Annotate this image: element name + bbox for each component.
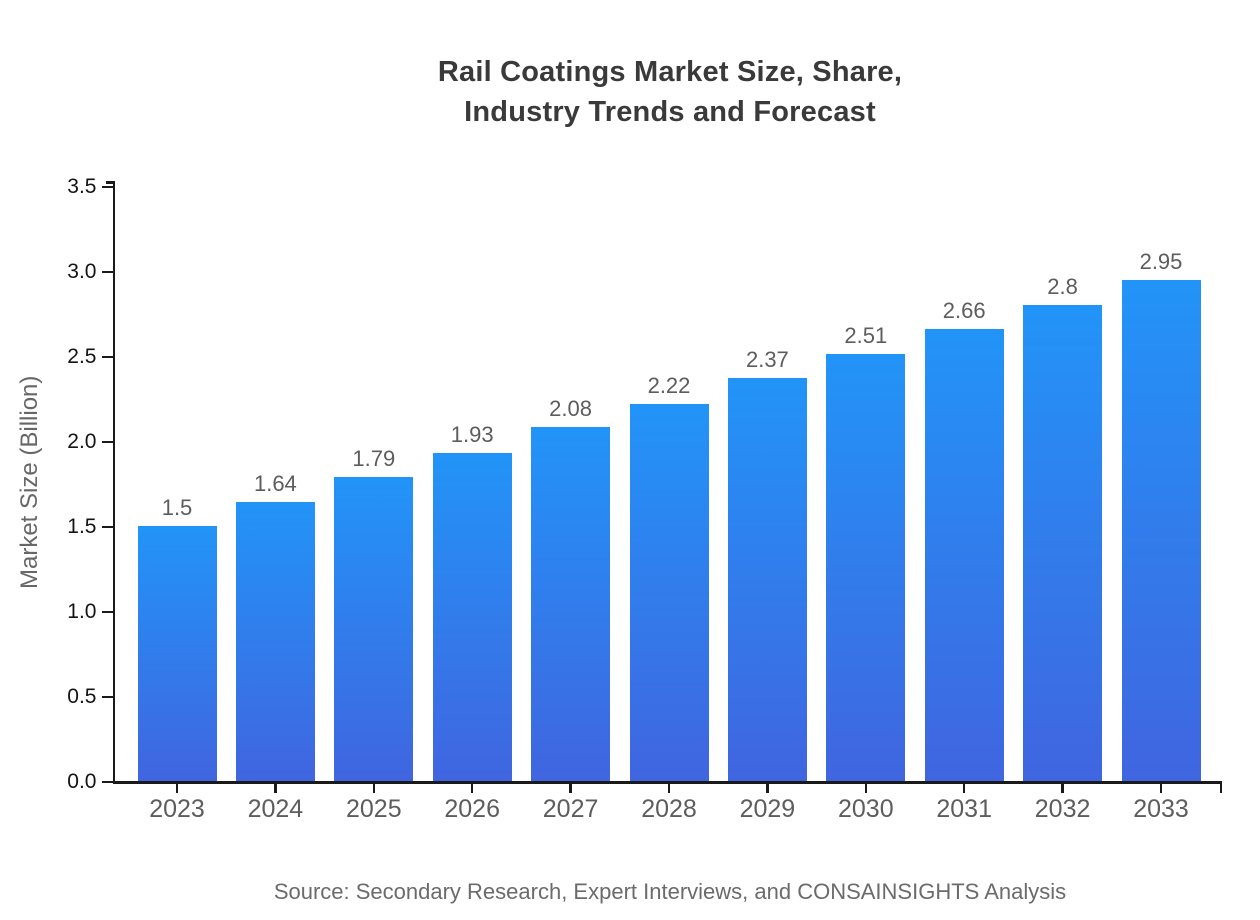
x-tick-label: 2033: [1133, 795, 1189, 823]
chart-title-line2: Industry Trends and Forecast: [464, 96, 876, 128]
x-axis-tick: [962, 783, 966, 793]
x-axis-end-cap: [1219, 783, 1222, 793]
x-axis-tick: [175, 783, 179, 793]
bar-value-label: 2.51: [844, 323, 888, 349]
bar: [334, 476, 414, 781]
bar-value-label: 2.08: [549, 396, 592, 422]
x-axis-tick: [274, 783, 277, 793]
bar-value-label: 2.66: [942, 297, 986, 323]
y-tick-label: 0.0: [67, 770, 97, 793]
x-axis-tick: [372, 783, 376, 793]
x-tick-label: 2024: [247, 795, 304, 823]
y-tick-label: 2.0: [67, 430, 97, 453]
y-axis-tick: [101, 610, 113, 614]
bar-value-label: 2.95: [1139, 248, 1183, 274]
bar-value-label: 2.22: [647, 372, 691, 398]
bar-value-label: 1.79: [352, 445, 396, 471]
source-note: Source: Secondary Research, Expert Inter…: [273, 879, 1067, 904]
y-tick-label: 1.0: [67, 600, 97, 623]
bar-value-label: 1.5: [161, 495, 193, 520]
x-axis-tick: [864, 783, 868, 793]
y-axis-end-cap: [106, 181, 115, 184]
x-axis-tick: [766, 783, 769, 793]
y-tick-label: 3.5: [67, 175, 97, 198]
y-axis-tick: [101, 780, 113, 784]
bar: [1121, 279, 1201, 781]
bar: [629, 403, 709, 781]
x-tick-label: 2030: [837, 795, 894, 823]
chart-title-line1: Rail Coatings Market Size, Share,: [437, 56, 903, 88]
bar: [531, 427, 611, 781]
bar: [924, 328, 1004, 781]
x-tick-label: 2026: [444, 795, 500, 823]
bar: [727, 378, 807, 781]
y-axis-tick: [101, 270, 113, 274]
x-tick-label: 2029: [739, 795, 796, 823]
x-tick-label: 2031: [936, 795, 992, 823]
x-axis-tick: [569, 783, 572, 793]
x-axis-tick: [1159, 783, 1163, 793]
bar-value-label: 2.37: [745, 347, 789, 373]
bar: [826, 354, 906, 781]
x-axis-tick: [470, 783, 474, 793]
bar: [1023, 305, 1103, 781]
x-axis-tick: [1061, 783, 1064, 793]
y-axis-tick: [101, 440, 113, 444]
y-axis-tick: [101, 695, 113, 699]
bar-value-label: 2.8: [1047, 274, 1078, 299]
bar: [137, 526, 217, 781]
bar-value-label: 1.93: [450, 421, 494, 447]
x-tick-label: 2023: [149, 795, 205, 823]
y-axis-tick: [101, 525, 113, 529]
y-tick-label: 1.5: [67, 515, 97, 538]
chart-title: Rail Coatings Market Size, Share, Indust…: [80, 52, 1260, 132]
y-axis-line: [112, 181, 115, 784]
x-tick-label: 2027: [542, 795, 599, 823]
x-tick-label: 2032: [1034, 795, 1091, 823]
bar: [432, 452, 512, 781]
x-tick-label: 2028: [641, 795, 697, 823]
y-axis-tick: [101, 355, 113, 359]
y-tick-label: 0.5: [67, 685, 97, 708]
x-axis-line: [112, 781, 1222, 784]
bar-value-label: 1.64: [253, 471, 297, 497]
y-tick-label: 2.5: [67, 345, 97, 368]
x-tick-label: 2025: [345, 795, 402, 823]
bar: [235, 502, 315, 781]
y-axis-tick: [101, 185, 113, 189]
x-axis-tick: [667, 783, 671, 793]
y-tick-label: 3.0: [67, 260, 97, 283]
